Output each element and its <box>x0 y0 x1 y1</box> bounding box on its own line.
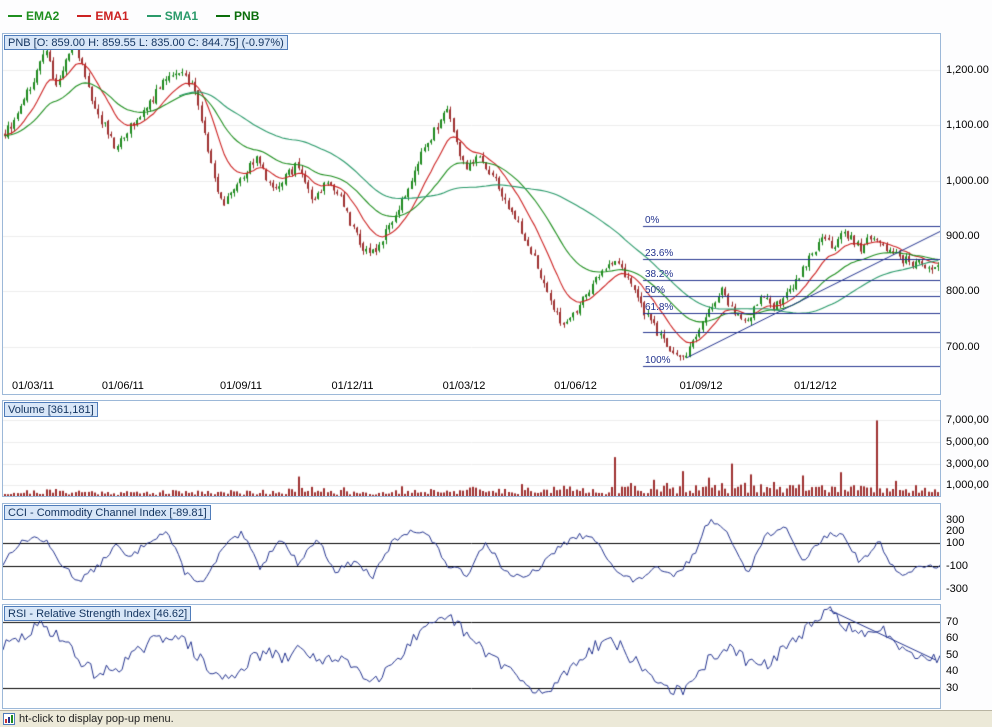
price-panel-title[interactable]: PNB [O: 859.00 H: 859.55 L: 835.00 C: 84… <box>4 35 288 50</box>
legend-label-sma1: SMA1 <box>164 9 199 23</box>
axis-tick-label: 1,000.00 <box>946 174 989 187</box>
date-axis: 01/03/11 01/06/11 01/09/11 01/12/11 01/03/12… <box>3 378 940 394</box>
axis-tick-label: 5,000,00 <box>946 436 989 449</box>
status-chart-icon <box>3 713 15 725</box>
fib-level-label[interactable]: 100% <box>644 354 671 366</box>
legend-item-ema2[interactable]: EMA2 <box>8 9 59 23</box>
sma1-line-swatch <box>146 15 161 17</box>
volume-chart-canvas[interactable] <box>3 401 940 496</box>
date-tick-label: 01/09/11 <box>219 380 262 392</box>
date-tick-label: 01/06/12 <box>554 380 597 392</box>
legend-label-ema2: EMA2 <box>26 9 60 23</box>
legend-item-pnb[interactable]: PNB <box>216 9 259 23</box>
price-axis-labels: 1,200.00 1,100.00 1,000.00 900.00 800.00 700.… <box>944 34 992 394</box>
axis-tick-label: -100 <box>946 559 969 572</box>
legend-label-pnb: PNB <box>234 9 260 23</box>
fib-level-label[interactable]: 0% <box>644 214 660 226</box>
axis-tick-label: 1,200.00 <box>946 63 989 76</box>
date-tick-label: 01/12/11 <box>331 380 374 392</box>
rsi-axis-labels: 70 60 50 40 30 <box>944 605 992 708</box>
fib-level-label[interactable]: 23.6% <box>644 247 674 259</box>
legend-bar: EMA2 EMA1 SMA1 PNB <box>0 0 259 32</box>
axis-tick-label: 30 <box>946 682 959 695</box>
ema1-line-swatch <box>77 15 92 17</box>
fib-level-label[interactable]: 61.8% <box>644 301 674 313</box>
axis-tick-label: 200 <box>946 525 965 538</box>
axis-tick-label: 40 <box>946 665 959 678</box>
axis-tick-label: 700.00 <box>946 340 980 353</box>
axis-tick-label: 900.00 <box>946 229 980 242</box>
axis-tick-label: 60 <box>946 632 959 645</box>
volume-axis-labels: 7,000,00 5,000,00 3,000,00 1,000,00 <box>944 401 992 496</box>
axis-tick-label: -300 <box>946 582 969 595</box>
date-tick-label: 01/12/12 <box>793 380 837 392</box>
axis-tick-label: 7,000,00 <box>946 414 989 427</box>
date-tick-label: 01/09/12 <box>679 380 723 392</box>
volume-panel-title[interactable]: Volume [361,181] <box>4 402 98 417</box>
axis-tick-label: 1,100.00 <box>946 119 989 132</box>
axis-tick-label: 1,000,00 <box>946 479 989 492</box>
legend-label-ema1: EMA1 <box>95 9 129 23</box>
date-tick-label: 01/06/11 <box>101 380 144 392</box>
fib-level-label[interactable]: 50% <box>644 284 665 296</box>
rsi-panel: RSI - Relative Strength Index [46.62] <box>2 604 941 709</box>
fib-level-label[interactable]: 38.2% <box>644 268 674 280</box>
rsi-chart-canvas[interactable] <box>3 605 940 708</box>
cci-panel: CCI - Commodity Channel Index [-89.81] <box>2 503 941 600</box>
axis-tick-label: 100 <box>946 536 965 549</box>
axis-tick-label: 800.00 <box>946 285 980 298</box>
volume-panel: Volume [361,181] <box>2 400 941 497</box>
legend-item-ema1[interactable]: EMA1 <box>77 9 129 23</box>
ema2-line-swatch <box>8 15 22 17</box>
cci-panel-title[interactable]: CCI - Commodity Channel Index [-89.81] <box>4 505 211 520</box>
status-bar: ht-click to display pop-up menu. <box>0 710 992 727</box>
axis-tick-label: 3,000,00 <box>946 457 989 470</box>
axis-tick-label: 300 <box>946 514 965 527</box>
axis-tick-label: 50 <box>946 648 959 661</box>
cci-axis-labels: 300 200 100 -100 -300 <box>944 504 992 599</box>
axis-tick-label: 70 <box>946 615 959 628</box>
rsi-panel-title[interactable]: RSI - Relative Strength Index [46.62] <box>4 606 192 621</box>
price-chart-canvas[interactable] <box>3 34 940 377</box>
status-text: ht-click to display pop-up menu. <box>19 713 174 725</box>
pnb-line-swatch <box>216 15 231 17</box>
price-panel: PNB [O: 859.00 H: 859.55 L: 835.00 C: 84… <box>2 33 941 395</box>
date-tick-label: 01/03/11 <box>11 380 54 392</box>
date-tick-label: 01/03/12 <box>442 380 486 392</box>
legend-item-sma1[interactable]: SMA1 <box>146 9 199 23</box>
